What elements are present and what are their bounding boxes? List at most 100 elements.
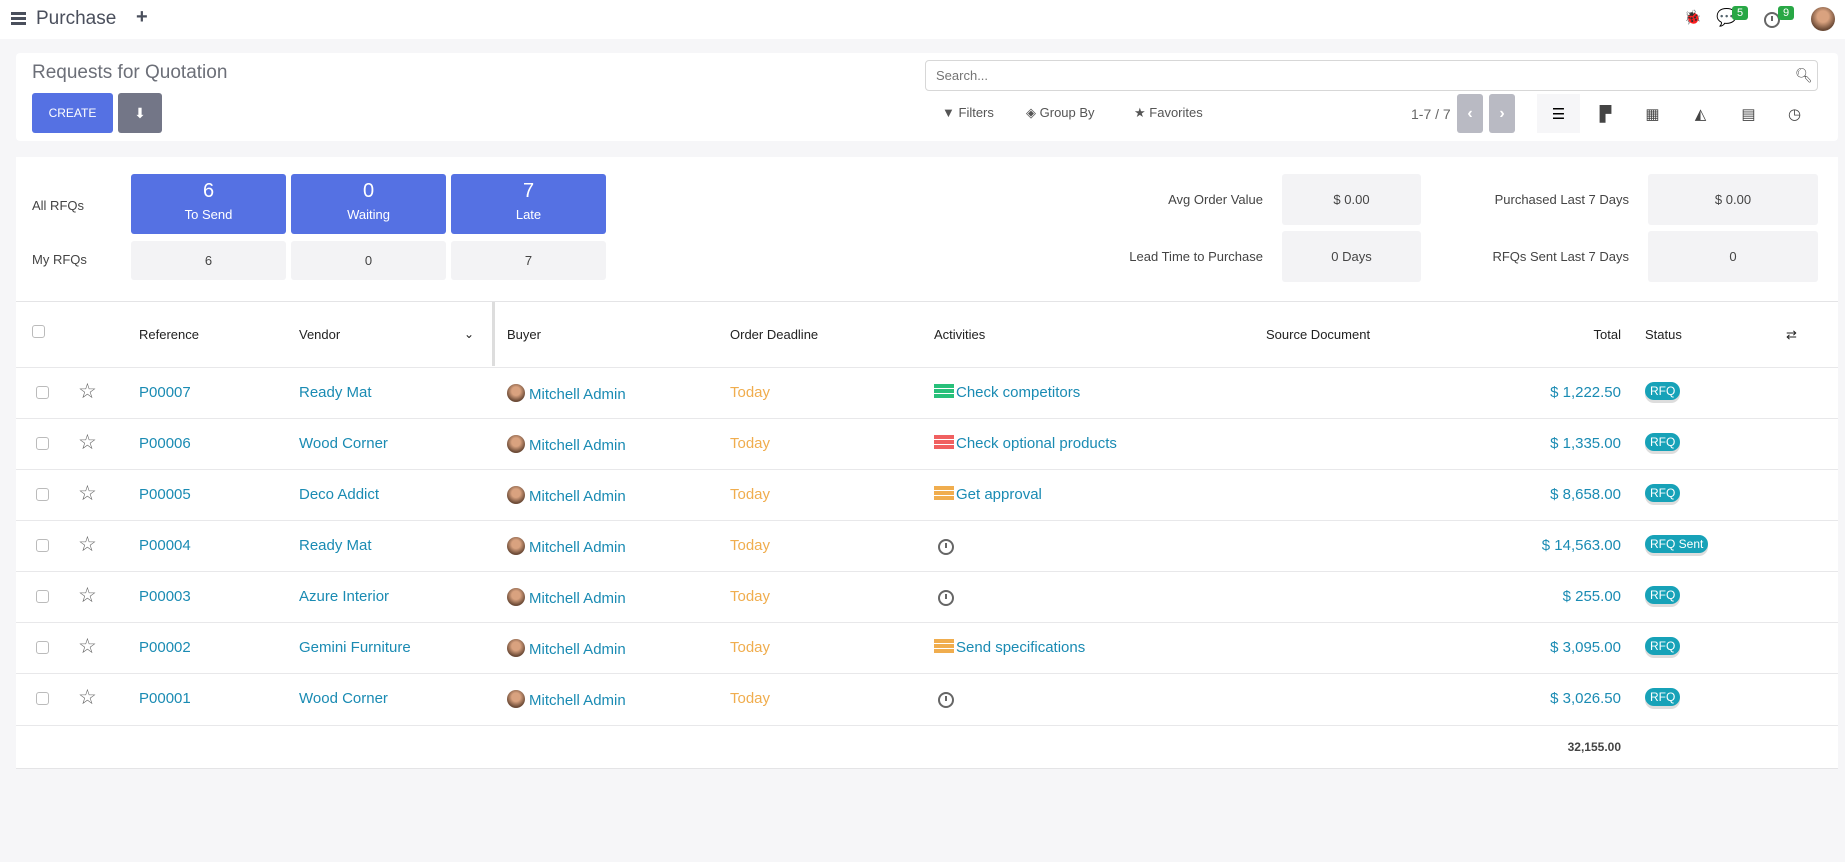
to-send-tile[interactable]: 6 To Send (131, 174, 286, 234)
row-checkbox[interactable] (36, 539, 49, 552)
reference[interactable]: P00003 (139, 588, 191, 605)
buyer[interactable]: Mitchell Admin (507, 690, 626, 709)
row-checkbox[interactable] (36, 590, 49, 603)
header-buyer[interactable]: Buyer (507, 327, 541, 342)
star-icon[interactable]: ☆ (78, 686, 97, 709)
activity[interactable]: Check competitors (934, 384, 1080, 401)
download-icon: ⬇ (134, 104, 146, 121)
clock-icon[interactable] (938, 539, 954, 555)
list-view-icon[interactable]: ☰ (1537, 94, 1580, 133)
header-status[interactable]: Status (1645, 327, 1682, 342)
activity[interactable]: Check optional products (934, 435, 1117, 452)
row-checkbox[interactable] (36, 641, 49, 654)
select-all-checkbox[interactable] (32, 325, 45, 338)
star-icon[interactable]: ☆ (78, 482, 97, 505)
activities-icon[interactable] (1764, 12, 1780, 28)
table-row[interactable]: ☆ P00006 Wood Corner Mitchell Admin Toda… (16, 418, 1838, 469)
avatar (507, 639, 525, 657)
activity-type-icon (934, 486, 954, 501)
vendor[interactable]: Gemini Furniture (299, 639, 411, 656)
vendor[interactable]: Azure Interior (299, 588, 390, 605)
row-checkbox[interactable] (36, 437, 49, 450)
search-input[interactable] (925, 60, 1818, 91)
group-by-button[interactable]: ◈ Group By (1026, 105, 1095, 120)
user-avatar[interactable] (1811, 7, 1835, 31)
late-tile[interactable]: 7 Late (451, 174, 606, 234)
table-row[interactable]: ☆ P00002 Gemini Furniture Mitchell Admin… (16, 622, 1838, 673)
table-row[interactable]: ☆ P00001 Wood Corner Mitchell Admin Toda… (16, 673, 1838, 724)
create-button[interactable]: CREATE (32, 93, 113, 133)
menu-icon[interactable] (11, 12, 26, 25)
reference[interactable]: P00001 (139, 690, 191, 707)
graph-view-icon[interactable]: ◭ (1694, 105, 1707, 123)
total-sum: 32,155.00 (1567, 740, 1621, 754)
vendor[interactable]: Wood Corner (299, 690, 388, 707)
pivot-view-icon[interactable]: ▦ (1645, 105, 1660, 123)
reference[interactable]: P00006 (139, 435, 191, 452)
rfqs-sent: 0 (1648, 231, 1818, 282)
star-icon[interactable]: ☆ (78, 380, 97, 403)
filters-button[interactable]: ▼ Filters (942, 105, 994, 120)
chevron-down-icon[interactable]: ⌄ (464, 327, 475, 341)
star-icon[interactable]: ☆ (78, 584, 97, 607)
activity-type-icon (934, 639, 954, 654)
row-checkbox[interactable] (36, 386, 49, 399)
header-total[interactable]: Total (1593, 327, 1621, 342)
clock-icon[interactable] (938, 692, 954, 708)
kanban-view-icon[interactable]: ▛ (1599, 105, 1612, 123)
optional-columns-icon[interactable]: ⇄ (1786, 327, 1797, 342)
all-rfqs-label: All RFQs (32, 198, 84, 213)
activity[interactable]: Get approval (934, 486, 1042, 503)
search-icon[interactable]: 🔍︎ (1795, 67, 1813, 83)
vendor[interactable]: Deco Addict (299, 486, 380, 503)
star-icon[interactable]: ☆ (78, 431, 97, 454)
buyer[interactable]: Mitchell Admin (507, 639, 626, 658)
reference[interactable]: P00002 (139, 639, 191, 656)
header-reference[interactable]: Reference (139, 327, 199, 342)
app-title[interactable]: Purchase (36, 8, 117, 29)
favorites-button[interactable]: ★ Favorites (1134, 105, 1203, 120)
table-row[interactable]: ☆ P00005 Deco Addict Mitchell Admin Toda… (16, 469, 1838, 520)
my-waiting[interactable]: 0 (291, 241, 446, 280)
table-row[interactable]: ☆ P00003 Azure Interior Mitchell Admin T… (16, 571, 1838, 622)
messages-icon[interactable]: 💬 (1716, 8, 1738, 27)
buyer[interactable]: Mitchell Admin (507, 384, 626, 403)
waiting-tile[interactable]: 0 Waiting (291, 174, 446, 234)
row-checkbox[interactable] (36, 488, 49, 501)
header-order-deadline[interactable]: Order Deadline (730, 327, 819, 342)
table-row[interactable]: ☆ P00004 Ready Mat Mitchell Admin Today … (16, 520, 1838, 571)
buyer[interactable]: Mitchell Admin (507, 537, 626, 556)
buyer[interactable]: Mitchell Admin (507, 486, 626, 505)
vendor[interactable]: Ready Mat (299, 384, 372, 401)
table-row[interactable]: ☆ P00007 Ready Mat Mitchell Admin Today … (16, 367, 1838, 418)
header-source-document[interactable]: Source Document (1266, 327, 1371, 342)
status-badge: RFQ (1645, 484, 1681, 502)
calendar-view-icon[interactable]: ▤ (1741, 105, 1756, 123)
vendor[interactable]: Wood Corner (299, 435, 388, 452)
avatar (507, 588, 525, 606)
row-checkbox[interactable] (36, 692, 49, 705)
clock-icon[interactable] (938, 590, 954, 606)
my-to-send[interactable]: 6 (131, 241, 286, 280)
activity[interactable]: Send specifications (934, 639, 1085, 656)
pager-next[interactable]: › (1489, 94, 1515, 133)
pager-previous[interactable]: ‹ (1457, 94, 1483, 133)
vendor[interactable]: Ready Mat (299, 537, 372, 554)
star-icon[interactable]: ☆ (78, 533, 97, 556)
plus-icon[interactable]: + (136, 6, 148, 28)
star-icon[interactable]: ☆ (78, 635, 97, 658)
pager-value[interactable]: 1-7 / 7 (1411, 106, 1451, 122)
download-button[interactable]: ⬇ (118, 93, 162, 133)
header-vendor[interactable]: Vendor (299, 327, 341, 342)
my-late[interactable]: 7 (451, 241, 606, 280)
bug-icon[interactable]: 🐞 (1684, 9, 1702, 25)
reference[interactable]: P00004 (139, 537, 191, 554)
buyer[interactable]: Mitchell Admin (507, 435, 626, 454)
column-resize-handle[interactable] (492, 302, 495, 366)
buyer[interactable]: Mitchell Admin (507, 588, 626, 607)
total: $ 255.00 (1562, 588, 1621, 605)
reference[interactable]: P00007 (139, 384, 191, 401)
activity-view-icon[interactable]: ◷ (1787, 105, 1802, 123)
header-activities[interactable]: Activities (934, 327, 986, 342)
reference[interactable]: P00005 (139, 486, 191, 503)
